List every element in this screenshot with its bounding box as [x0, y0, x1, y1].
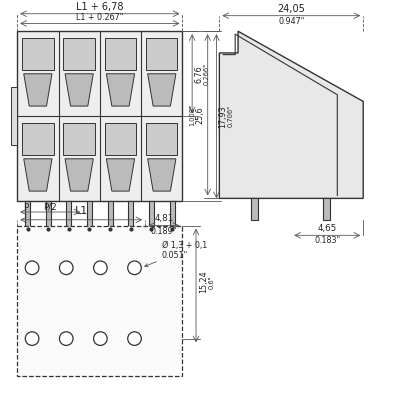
Bar — [146, 38, 177, 70]
Bar — [25, 201, 30, 228]
Text: 4,81: 4,81 — [154, 214, 173, 223]
Circle shape — [59, 332, 73, 345]
Text: P: P — [23, 203, 28, 212]
Bar — [17, 31, 182, 201]
Polygon shape — [24, 74, 52, 106]
Bar — [149, 201, 154, 228]
Text: 25,6: 25,6 — [196, 106, 205, 124]
Polygon shape — [65, 159, 93, 191]
Bar — [170, 201, 175, 228]
Bar — [22, 123, 54, 155]
Text: 0.266": 0.266" — [204, 63, 210, 85]
Circle shape — [128, 332, 141, 345]
Text: 0.947": 0.947" — [278, 17, 305, 26]
Polygon shape — [219, 31, 363, 198]
Bar — [22, 38, 54, 70]
Text: 4,65: 4,65 — [318, 224, 337, 233]
Circle shape — [25, 332, 39, 345]
Bar — [17, 226, 182, 376]
Bar — [64, 38, 95, 70]
Polygon shape — [106, 159, 135, 191]
Text: 15,24: 15,24 — [199, 271, 208, 294]
Circle shape — [94, 261, 107, 274]
Bar — [108, 201, 113, 228]
Bar — [66, 201, 71, 228]
Bar — [64, 123, 95, 155]
Polygon shape — [148, 159, 176, 191]
Text: L1: L1 — [75, 206, 88, 216]
Text: 6.76: 6.76 — [194, 65, 203, 82]
Circle shape — [59, 261, 73, 274]
Circle shape — [94, 332, 107, 345]
Bar — [87, 201, 92, 228]
Text: 1.008": 1.008" — [189, 104, 195, 126]
Bar — [128, 201, 133, 228]
Polygon shape — [65, 74, 93, 106]
Polygon shape — [24, 159, 52, 191]
Text: 0.183": 0.183" — [314, 236, 340, 245]
Text: L1 + 6,78: L1 + 6,78 — [76, 2, 124, 12]
Text: 24,05: 24,05 — [277, 4, 305, 14]
Text: L1 + 0.267": L1 + 0.267" — [76, 14, 124, 22]
Text: Ø 1,3 + 0,1
0.051": Ø 1,3 + 0,1 0.051" — [145, 240, 207, 267]
Text: P/2: P/2 — [43, 202, 57, 211]
Bar — [251, 198, 258, 220]
Bar — [46, 201, 51, 228]
Circle shape — [128, 261, 141, 274]
Bar — [105, 123, 136, 155]
Bar — [11, 87, 17, 145]
Bar — [105, 38, 136, 70]
Bar — [323, 198, 330, 220]
Text: 17,93: 17,93 — [218, 105, 228, 128]
Bar — [146, 123, 177, 155]
Polygon shape — [106, 74, 135, 106]
Text: 0.6": 0.6" — [209, 275, 214, 289]
Text: 0.189": 0.189" — [151, 226, 177, 236]
Text: 0.706": 0.706" — [228, 105, 234, 127]
Polygon shape — [148, 74, 176, 106]
Circle shape — [25, 261, 39, 274]
